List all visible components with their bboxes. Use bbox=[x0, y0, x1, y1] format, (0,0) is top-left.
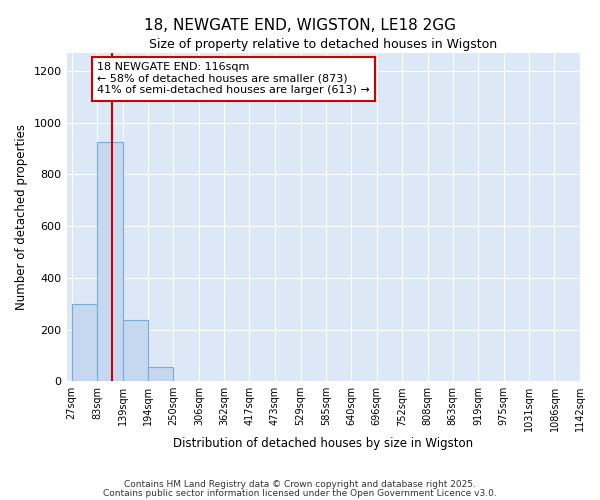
Bar bbox=[122, 320, 148, 381]
Text: 18 NEWGATE END: 116sqm
← 58% of detached houses are smaller (873)
41% of semi-de: 18 NEWGATE END: 116sqm ← 58% of detached… bbox=[97, 62, 370, 96]
Text: Contains HM Land Registry data © Crown copyright and database right 2025.: Contains HM Land Registry data © Crown c… bbox=[124, 480, 476, 489]
Text: Contains public sector information licensed under the Open Government Licence v3: Contains public sector information licen… bbox=[103, 488, 497, 498]
Y-axis label: Number of detached properties: Number of detached properties bbox=[15, 124, 28, 310]
Bar bbox=[71, 304, 97, 381]
X-axis label: Distribution of detached houses by size in Wigston: Distribution of detached houses by size … bbox=[173, 437, 473, 450]
Bar bbox=[148, 367, 173, 381]
Text: 18, NEWGATE END, WIGSTON, LE18 2GG: 18, NEWGATE END, WIGSTON, LE18 2GG bbox=[144, 18, 456, 32]
Title: Size of property relative to detached houses in Wigston: Size of property relative to detached ho… bbox=[149, 38, 497, 51]
Bar bbox=[97, 142, 122, 381]
